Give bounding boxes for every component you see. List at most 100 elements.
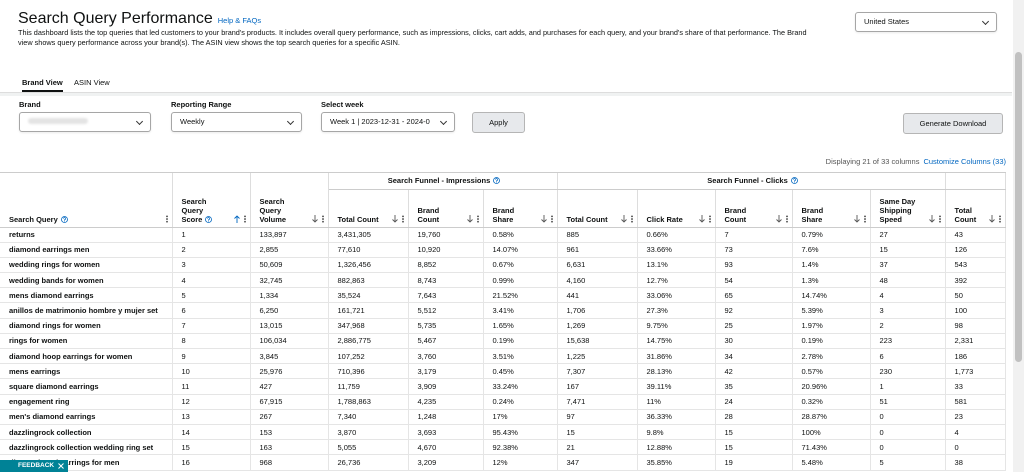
value-cell: 8 (172, 333, 251, 350)
value-cell: 35,524 (328, 287, 409, 304)
customize-link[interactable]: Customize Columns (33) (923, 157, 1006, 166)
group-title: Search Funnel - Clicks (707, 175, 788, 185)
sort-icon[interactable] (466, 214, 473, 223)
filter-label: Select week (321, 100, 364, 109)
value-cell: 20.96% (792, 378, 871, 395)
column-title: Total Count (954, 205, 977, 224)
value-cell: 347 (557, 454, 638, 471)
sort-icon[interactable] (928, 214, 935, 223)
value-cell: 6 (870, 348, 946, 365)
query-cell: mens diamond earrings (0, 287, 173, 304)
value-cell: 13,015 (250, 318, 329, 334)
value-cell: 0 (945, 439, 1006, 456)
divider (0, 92, 1012, 96)
column-menu[interactable] (165, 214, 168, 223)
value-cell: 15 (715, 424, 793, 441)
description: This dashboard lists the top queries tha… (18, 28, 807, 47)
column-menu[interactable] (243, 214, 246, 223)
sort-icon[interactable] (233, 214, 240, 223)
tab[interactable]: Brand View (22, 78, 63, 92)
column-menu[interactable] (863, 214, 866, 223)
value-cell: 26,736 (328, 454, 409, 471)
download-button[interactable]: Generate Download (903, 113, 1003, 134)
value-cell: 92.38% (483, 439, 558, 456)
country-value: United States (864, 17, 910, 26)
range-select[interactable]: Weekly (171, 112, 302, 132)
sort-icon[interactable] (698, 214, 705, 223)
help-icon[interactable] (60, 215, 68, 223)
value-cell: 1 (870, 378, 946, 395)
value-cell: 230 (870, 363, 946, 380)
header-icons (775, 214, 788, 223)
column-menu[interactable] (401, 214, 404, 223)
feedback-button[interactable]: FEEDBACK (0, 460, 69, 472)
value-cell: 77,610 (328, 242, 409, 258)
data-table: Search Query Search Query Score Search Que… (0, 173, 1006, 471)
value-cell: 67,915 (250, 394, 329, 410)
close-icon[interactable] (58, 463, 64, 469)
help-icon[interactable] (790, 176, 798, 184)
value-cell: 17% (483, 409, 558, 425)
help-icon[interactable] (493, 176, 501, 184)
value-cell: 27.3% (637, 302, 716, 319)
week-select[interactable]: Week 1 | 2023-12-31 - 2024-0 (321, 112, 455, 132)
column-header: Same Day Shipping Speed (870, 189, 946, 228)
value-cell: 25,976 (250, 363, 329, 380)
value-cell: 93 (715, 257, 793, 274)
value-cell: 33.66% (637, 242, 716, 258)
value-cell: 5,512 (408, 302, 484, 319)
value-cell: 186 (945, 348, 1006, 365)
sort-icon[interactable] (311, 214, 318, 223)
value-cell: 3,179 (408, 363, 484, 380)
column-title: Total Count (337, 214, 379, 224)
column-menu[interactable] (630, 214, 633, 223)
column-title: Search Query (9, 214, 58, 224)
value-cell: 97 (557, 409, 638, 425)
column-menu[interactable] (550, 214, 553, 223)
column-menu[interactable] (321, 214, 324, 223)
sort-icon[interactable] (540, 214, 547, 223)
sort-icon[interactable] (391, 214, 398, 223)
query-cell: men's diamond earrings (0, 409, 173, 425)
value-cell: 1,788,863 (328, 394, 409, 410)
column-menu[interactable] (785, 214, 788, 223)
value-cell: 37 (870, 257, 946, 274)
table-row: men's diamond earrings 13 267 7,340 1,248 17%… (0, 409, 1006, 425)
value-cell: 73 (715, 242, 793, 258)
value-cell: 6,250 (250, 302, 329, 319)
apply-button[interactable]: Apply (472, 112, 525, 133)
sort-icon[interactable] (988, 214, 995, 223)
column-header: Total Count (328, 189, 409, 228)
table-row: dazzlingrock collection 14 153 3,870 3,693 95… (0, 424, 1006, 441)
value-cell: 14 (172, 424, 251, 441)
value-cell: 3 (172, 257, 251, 274)
column-menu[interactable] (708, 214, 711, 223)
help-icon[interactable] (205, 215, 213, 223)
scrollbar-thumb[interactable] (1015, 52, 1022, 362)
column-header: Total Count (557, 189, 638, 228)
value-cell: 441 (557, 287, 638, 304)
help-link[interactable]: Help & FAQs (217, 16, 262, 25)
header-icons (698, 214, 711, 223)
sort-icon[interactable] (775, 214, 782, 223)
value-cell: 4,235 (408, 394, 484, 410)
tab[interactable]: ASIN View (74, 78, 110, 87)
query-cell: diamond earrings men (0, 242, 173, 258)
country-select[interactable]: United States (855, 12, 997, 32)
query-cell: mens earrings (0, 363, 173, 380)
value-cell: 24 (715, 394, 793, 410)
column-header: Brand Share (483, 189, 558, 228)
column-header: Brand Count (715, 189, 793, 228)
value-cell: 0 (870, 409, 946, 425)
column-menu[interactable] (476, 214, 479, 223)
sort-icon[interactable] (620, 214, 627, 223)
value-cell: 0.66% (637, 227, 716, 243)
sort-icon[interactable] (853, 214, 860, 223)
brand-select[interactable] (19, 112, 151, 132)
value-cell: 43 (945, 227, 1006, 243)
column-menu[interactable] (998, 214, 1001, 223)
table-row: engagement ring 12 67,915 1,788,863 4,235 0.2… (0, 394, 1006, 410)
column-menu[interactable] (938, 214, 941, 223)
value-cell: 6,631 (557, 257, 638, 274)
